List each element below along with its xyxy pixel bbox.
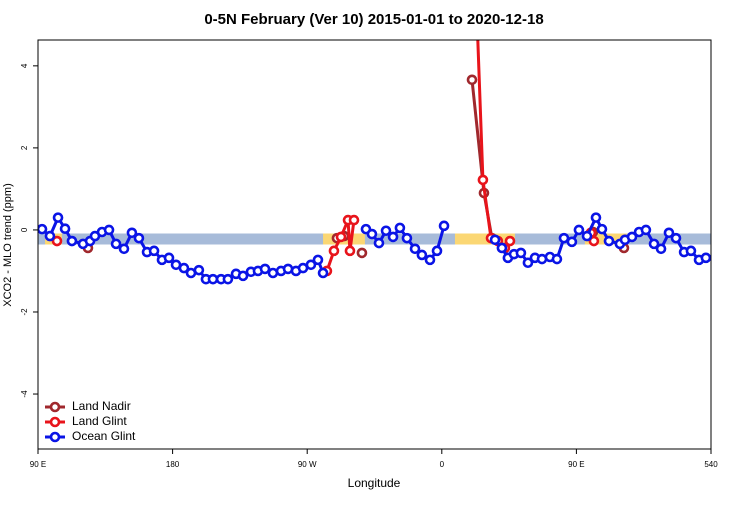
plot-frame xyxy=(37,39,712,450)
data-point xyxy=(670,232,682,244)
data-point xyxy=(305,259,317,271)
data-point xyxy=(640,224,652,236)
data-point xyxy=(596,223,608,235)
data-point xyxy=(424,254,436,266)
data-point xyxy=(401,232,413,244)
data-point xyxy=(366,228,378,240)
data-point xyxy=(348,214,360,226)
y-tick-label: 2 xyxy=(20,145,29,150)
x-tick-label: 0 xyxy=(440,460,445,469)
x-axis-label: Longitude xyxy=(348,476,401,490)
data-point xyxy=(110,238,122,250)
data-point xyxy=(466,74,478,86)
data-point xyxy=(431,245,443,257)
data-point xyxy=(126,227,138,239)
data-point xyxy=(59,223,71,235)
y-tick-label: 0 xyxy=(20,227,29,232)
data-point xyxy=(317,267,329,279)
data-point xyxy=(373,237,385,249)
data-point xyxy=(133,232,145,244)
x-tick-label: 90 E xyxy=(30,460,46,469)
data-point xyxy=(193,264,205,276)
data-point xyxy=(522,257,534,269)
data-point xyxy=(118,243,130,255)
x-tick-label: 540 xyxy=(704,460,718,469)
data-point xyxy=(551,253,563,265)
data-point xyxy=(685,245,697,257)
x-tick-label: 180 xyxy=(166,460,180,469)
data-point xyxy=(626,231,638,243)
data-point xyxy=(380,225,392,237)
data-point xyxy=(655,243,667,255)
legend-marker xyxy=(49,401,61,413)
y-tick-label: -4 xyxy=(20,390,29,398)
data-point xyxy=(335,231,347,243)
x-tick-label: 90 E xyxy=(568,460,584,469)
data-point xyxy=(603,235,615,247)
x-tick-label: 90 W xyxy=(298,460,317,469)
data-point xyxy=(409,243,421,255)
data-point xyxy=(438,220,450,232)
data-point xyxy=(648,238,660,250)
chart-title: 0-5N February (Ver 10) 2015-01-01 to 202… xyxy=(204,11,543,28)
data-point xyxy=(700,252,711,264)
data-point xyxy=(148,245,160,257)
data-point xyxy=(259,263,271,275)
data-point xyxy=(328,245,340,257)
legend-label: Land Glint xyxy=(72,414,127,428)
data-point xyxy=(477,174,489,186)
data-point xyxy=(52,212,64,223)
y-tick-label: -2 xyxy=(20,308,29,316)
data-point xyxy=(566,236,578,248)
y-tick-label: 4 xyxy=(20,63,29,68)
data-point xyxy=(103,224,115,236)
data-point xyxy=(496,242,508,254)
data-point xyxy=(515,247,527,259)
data-point xyxy=(590,212,602,223)
data-point xyxy=(588,235,600,247)
data-point xyxy=(663,227,675,239)
data-point xyxy=(38,223,48,235)
data-point xyxy=(489,234,501,246)
series-line xyxy=(325,219,356,272)
data-point xyxy=(66,235,78,247)
legend-label: Ocean Glint xyxy=(72,429,136,443)
data-point xyxy=(356,247,368,259)
data-point xyxy=(558,232,570,244)
data-point xyxy=(163,252,175,264)
data-point xyxy=(267,267,279,279)
data-point xyxy=(312,254,324,266)
legend-marker xyxy=(49,431,61,443)
data-point xyxy=(581,230,593,242)
data-point xyxy=(504,235,516,247)
data-point xyxy=(387,231,399,243)
data-point xyxy=(51,235,63,247)
data-point xyxy=(344,245,356,257)
data-point xyxy=(222,273,234,285)
plot-area xyxy=(38,40,711,285)
data-point xyxy=(178,262,190,274)
data-point xyxy=(573,224,585,236)
data-point xyxy=(394,222,406,234)
data-point xyxy=(44,230,56,242)
y-axis-label: XCO2 - MLO trend (ppm) xyxy=(2,183,14,306)
data-point xyxy=(416,249,428,261)
series-line xyxy=(476,40,512,251)
legend-marker xyxy=(49,416,61,428)
data-point xyxy=(237,270,249,282)
legend-label: Land Nadir xyxy=(72,399,131,413)
